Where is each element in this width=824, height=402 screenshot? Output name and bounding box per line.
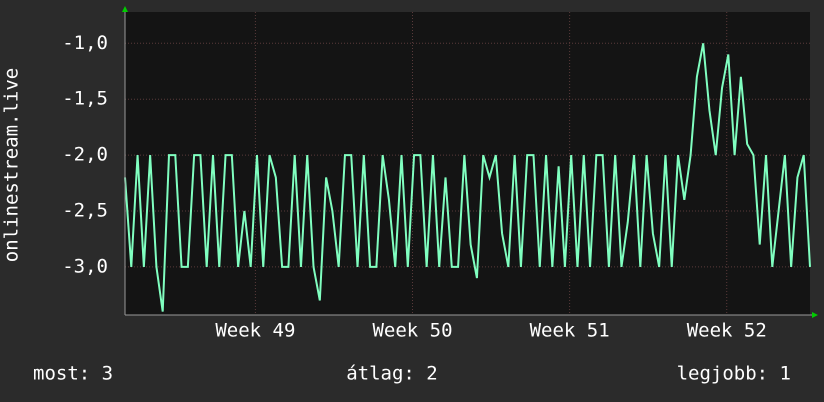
x-tick-label: Week 51 bbox=[530, 320, 610, 342]
stat-now: most: 3 bbox=[33, 363, 113, 385]
y-tick-label: -2,0 bbox=[62, 144, 108, 166]
y-tick-label: -3,0 bbox=[62, 255, 108, 277]
y-tick-label: -1,0 bbox=[62, 32, 108, 54]
x-arrow bbox=[812, 312, 818, 318]
y-arrow bbox=[122, 6, 128, 12]
x-tick-label: Week 52 bbox=[687, 320, 767, 342]
y-tick-label: -2,5 bbox=[62, 200, 108, 222]
line bbox=[124, 43, 811, 312]
stat-average: átlag: 2 bbox=[346, 363, 438, 385]
y-axis-title: onlinestream.live bbox=[1, 68, 23, 262]
y-tick-label: -1,5 bbox=[62, 88, 108, 110]
x-tick-label: Week 50 bbox=[372, 320, 452, 342]
x-tick-label: Week 49 bbox=[215, 320, 295, 342]
stat-best: legjobb: 1 bbox=[677, 363, 791, 385]
plot-area bbox=[125, 12, 810, 315]
